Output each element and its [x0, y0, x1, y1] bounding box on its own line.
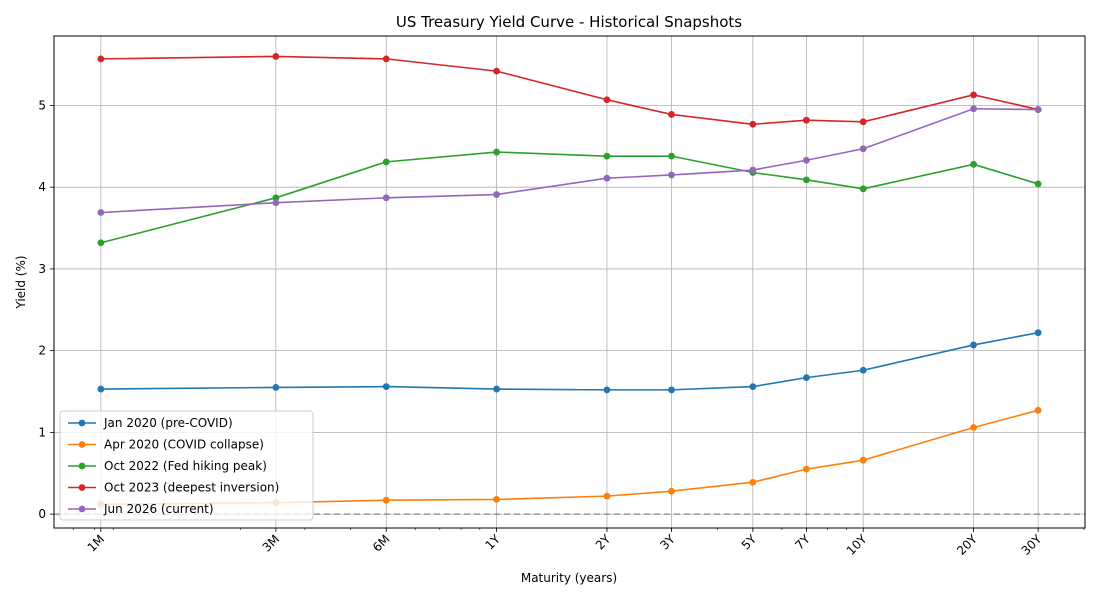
legend-box: [59, 410, 314, 521]
data-point: [272, 194, 280, 202]
x-tick-label: 3M: [260, 532, 283, 555]
data-point: [493, 191, 500, 198]
legend-label: Oct 2022 (Fed hiking peak): [104, 459, 267, 473]
data-point: [803, 156, 810, 164]
legend-marker: [78, 462, 86, 470]
series-2: [97, 148, 1042, 247]
data-point: [272, 53, 280, 60]
series-line: [100, 331, 1039, 391]
data-point: [859, 145, 867, 153]
series-4: [97, 105, 1042, 216]
series-layer: [97, 53, 1042, 508]
series-line: [100, 107, 1039, 214]
data-point: [493, 385, 500, 393]
data-point: [668, 111, 675, 118]
legend-marker: [78, 441, 86, 448]
series-0: [97, 329, 1042, 394]
data-point: [97, 239, 105, 247]
y-axis-ticks: 0 1 2 3 4 5: [38, 98, 54, 521]
data-point: [603, 492, 611, 500]
data-point: [668, 171, 675, 179]
data-point: [970, 105, 977, 113]
legend-label: Jan 2020 (pre-COVID): [103, 416, 233, 430]
data-point: [603, 174, 611, 182]
series-3: [97, 53, 1042, 128]
data-point: [97, 385, 105, 393]
data-point: [97, 55, 105, 63]
x-tick-label: 1Y: [482, 532, 503, 553]
y-tick-label: 4: [38, 180, 46, 194]
data-point: [382, 383, 390, 391]
data-point: [272, 199, 280, 207]
chart-title: US Treasury Yield Curve - Historical Sna…: [396, 13, 742, 31]
legend-marker: [78, 505, 86, 513]
data-point: [668, 487, 675, 495]
x-tick-label: 30Y: [1019, 532, 1045, 558]
data-point: [749, 120, 757, 128]
data-point: [493, 495, 500, 503]
legend-label: Oct 2023 (deepest inversion): [104, 481, 279, 495]
x-tick-label: 7Y: [792, 532, 813, 553]
data-point: [493, 67, 500, 75]
data-point: [803, 116, 810, 124]
data-point: [859, 118, 867, 126]
y-tick-label: 5: [38, 98, 46, 112]
legend-marker: [78, 484, 86, 491]
data-point: [668, 386, 675, 394]
y-tick-label: 0: [38, 507, 46, 521]
y-tick-label: 1: [38, 425, 46, 439]
y-tick-label: 3: [38, 262, 46, 276]
series-line: [100, 151, 1039, 244]
data-point: [1034, 180, 1042, 188]
data-point: [859, 456, 867, 464]
data-point: [970, 91, 977, 99]
y-axis-label: Yield (%): [14, 255, 28, 309]
x-tick-label: 6M: [370, 532, 393, 555]
data-point: [803, 374, 810, 382]
data-point: [749, 166, 757, 174]
data-point: [1034, 406, 1042, 414]
data-point: [493, 148, 500, 156]
legend-label: Apr 2020 (COVID collapse): [104, 438, 264, 452]
x-tick-label: 20Y: [954, 532, 980, 558]
data-point: [970, 160, 977, 168]
data-point: [970, 341, 977, 349]
data-point: [382, 158, 390, 166]
x-tick-label: 5Y: [739, 532, 760, 553]
data-point: [382, 55, 390, 63]
data-point: [803, 465, 810, 473]
data-point: [859, 185, 867, 193]
x-tick-label: 10Y: [844, 532, 870, 558]
legend-label: Jun 2026 (current): [103, 502, 214, 516]
x-axis-label: Maturity (years): [521, 571, 617, 585]
data-point: [970, 424, 977, 431]
data-point: [749, 478, 757, 486]
data-point: [859, 366, 867, 374]
data-point: [382, 496, 390, 504]
x-axis-ticks: 1M 3M 6M 1Y 2Y 3Y 5Y 7Y 10Y 20Y 30Y: [85, 528, 1045, 558]
plot-frame: [53, 35, 1086, 529]
data-point: [603, 386, 611, 394]
x-tick-label: 1M: [85, 532, 108, 555]
data-point: [749, 383, 757, 391]
data-point: [1034, 106, 1042, 113]
legend-marker: [78, 419, 86, 427]
data-point: [382, 194, 390, 202]
data-point: [603, 152, 611, 160]
data-point: [1034, 329, 1042, 337]
data-point: [603, 96, 611, 104]
series-line: [100, 55, 1039, 126]
data-point: [803, 176, 810, 184]
x-tick-label: 2Y: [593, 532, 614, 553]
data-point: [668, 152, 675, 160]
data-point: [97, 209, 105, 216]
legend: Jan 2020 (pre-COVID) Apr 2020 (COVID coll…: [59, 410, 314, 521]
data-point: [272, 384, 280, 391]
y-tick-label: 2: [38, 344, 46, 358]
x-tick-label: 3Y: [657, 532, 678, 553]
